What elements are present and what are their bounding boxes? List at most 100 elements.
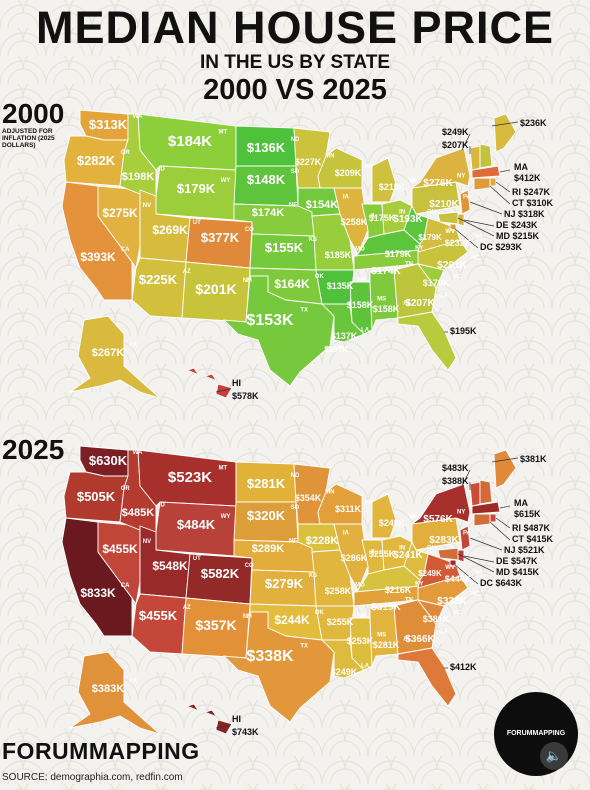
price-label-ms: $253K [347, 636, 374, 646]
state-abbr-ut: UT [193, 556, 201, 562]
price-label-mn: $354K [295, 493, 322, 503]
price-label-ne: $174K [252, 207, 284, 219]
state-wy [155, 501, 237, 557]
price-label-mo: $258K [325, 586, 352, 596]
year-label-2000: 2000 [2, 98, 65, 129]
callout-price-fl: $195K [450, 326, 477, 336]
price-label-ak: $383K [92, 683, 124, 695]
price-label-ny: $276K [423, 178, 453, 189]
state-abbr-oh: OH [427, 210, 436, 216]
price-label-oh: $241K [393, 550, 423, 561]
price-label-nm: $201K [195, 281, 236, 297]
state-abbr-sd: SD [291, 505, 300, 511]
state-abbr-nd: ND [291, 137, 300, 143]
leader-line [463, 555, 495, 563]
state-wy [155, 165, 237, 221]
state-va [417, 217, 461, 253]
price-label-ia: $154K [306, 199, 338, 211]
price-label-ky: $179K [385, 249, 412, 259]
price-label-il: $258K [341, 217, 368, 227]
state-abbr-id: ID [159, 167, 166, 173]
state-abbr-mo: MO [355, 582, 365, 588]
state-abbr-or: OR [121, 486, 131, 492]
state-abbr-in: IN [399, 209, 405, 215]
state-abbr-ky: KY [415, 581, 423, 587]
state-de [457, 213, 465, 227]
state-ga [393, 599, 437, 655]
state-abbr-ne: NE [289, 203, 297, 209]
state-abbr-ny: NY [457, 174, 465, 180]
state-vt [469, 145, 481, 171]
price-label-ut: $548K [152, 559, 188, 573]
state-me [493, 449, 517, 489]
speaker-icon[interactable]: 🔈 [540, 742, 568, 770]
state-abbr-mt: MT [219, 465, 228, 471]
state-abbr-ms: MS [377, 632, 386, 638]
price-label-va: $232K [445, 238, 472, 248]
state-sc [416, 599, 445, 625]
price-label-ms: $158K [347, 300, 374, 310]
state-az [131, 257, 187, 319]
subtitle-line: IN THE US BY STATE [199, 52, 391, 73]
price-label-wa: $630K [89, 453, 128, 468]
state-abbr-wa: WA [133, 114, 143, 120]
price-label-tn: $319K [371, 602, 401, 613]
state-vt [469, 481, 481, 507]
state-abbr-ok: OK [315, 610, 325, 616]
price-label-ak: $267K [92, 347, 124, 359]
leader-line [453, 563, 479, 585]
callout-abbr-ma: MA [514, 162, 528, 172]
price-label-ar: $135K [327, 281, 354, 291]
price-label-co: $582K [201, 566, 240, 581]
price-label-pa: $283K [429, 535, 459, 546]
state-abbr-tn: TN [405, 262, 413, 268]
callout-price-de: DE $547K [496, 556, 538, 566]
state-tx [222, 275, 335, 387]
state-abbr-ak: AK [129, 679, 138, 685]
leader-line [215, 724, 231, 729]
price-label-tn: $174K [371, 266, 401, 277]
callout-price-me: $236K [520, 118, 547, 128]
state-abbr-sc: SC [453, 610, 462, 616]
price-label-co: $377K [201, 230, 240, 245]
state-abbr-az: AZ [183, 605, 191, 611]
leader-line [457, 217, 495, 237]
state-nj [459, 525, 471, 551]
price-label-tx: $338K [246, 648, 294, 665]
leader-line [469, 201, 503, 215]
callout-price-ct: CT $415K [512, 534, 554, 544]
price-label-la: $249K [331, 667, 358, 677]
state-abbr-nd: ND [291, 473, 300, 479]
state-abbr-il: IL [371, 549, 377, 555]
state-ak [69, 315, 161, 399]
state-abbr-wy: WY [221, 514, 231, 520]
state-ma [471, 501, 501, 515]
callout-price-dc: DC $643K [480, 578, 523, 588]
state-abbr-nc: NC [471, 256, 480, 262]
state-abbr-ia: IA [343, 531, 350, 537]
state-ny [410, 147, 471, 189]
leader-line [489, 521, 511, 541]
callout-price-hi: $578K [232, 391, 259, 401]
state-ri [489, 177, 497, 187]
state-abbr-ca: CA [121, 247, 130, 253]
state-fl [397, 647, 457, 707]
state-abbr-co: CO [245, 227, 254, 233]
state-abbr-mt: MT [219, 129, 228, 135]
state-abbr-ks: KS [309, 573, 317, 579]
leader-line [489, 185, 511, 205]
callout-abbr-ma: MA [514, 498, 528, 508]
callout-price-nh: $207K [442, 140, 469, 150]
state-abbr-or: OR [121, 150, 131, 156]
price-label-nm: $357K [195, 617, 236, 633]
price-label-id: $485K [122, 507, 154, 519]
main-title: MEDIAN HOUSE PRICE [35, 2, 555, 53]
state-abbr-ne: NE [289, 539, 297, 545]
state-nh [479, 143, 493, 169]
leader-line [491, 121, 519, 127]
price-label-va: $444K [445, 574, 472, 584]
callout-price-md: MD $215K [496, 231, 540, 241]
state-abbr-ga: GA [439, 294, 449, 300]
price-label-nc: $201K [437, 260, 467, 271]
price-label-tx: $153K [246, 312, 294, 329]
